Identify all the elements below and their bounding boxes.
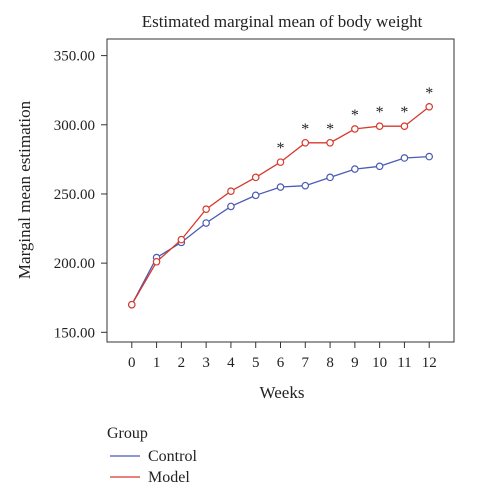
x-tick-label: 11	[397, 355, 411, 371]
data-point-model	[202, 205, 210, 213]
y-tick-label: 250.00	[54, 187, 95, 203]
x-tick-label: 5	[252, 355, 260, 371]
legend-title: Group	[107, 425, 148, 442]
x-tick-label: 2	[178, 355, 186, 371]
x-tick-label: 12	[422, 355, 437, 371]
significance-star: *	[351, 107, 359, 124]
data-point-model	[400, 122, 409, 130]
legend-label-model: Model	[148, 469, 190, 486]
data-point-model	[227, 187, 235, 195]
significance-star: *	[301, 121, 309, 138]
legend-label-control: Control	[148, 448, 197, 465]
x-tick-label: 0	[128, 355, 136, 371]
significance-star: *	[326, 121, 334, 138]
data-point-model	[152, 257, 161, 266]
data-point-model	[276, 158, 285, 166]
series-line-model	[131, 106, 430, 305]
y-axis: 150.00 200.00 250.00 300.00 350.00	[54, 49, 107, 341]
data-point-control	[202, 219, 210, 227]
data-point-model	[177, 235, 186, 244]
y-tick-label: 150.00	[54, 325, 95, 341]
series-layer	[127, 102, 434, 309]
significance-markers: * * * * * * *	[277, 85, 434, 157]
x-axis-label: Weeks	[260, 383, 305, 402]
x-tick-label: 4	[227, 355, 235, 371]
data-point-control	[276, 183, 285, 191]
data-point-model	[351, 125, 359, 133]
data-point-control	[400, 154, 409, 162]
data-point-model	[301, 138, 310, 147]
chart-title: Estimated marginal mean of body weight	[142, 12, 423, 31]
x-axis: 0 1 2 3 4 5 6 7 8 9 10 11 12	[128, 342, 437, 371]
data-point-model	[326, 138, 334, 147]
x-tick-label: 6	[277, 355, 285, 371]
legend: Group Control Model	[107, 425, 197, 486]
data-point-control	[251, 191, 260, 200]
significance-star: *	[376, 104, 384, 121]
y-axis-label: Marginal mean estimation	[15, 100, 34, 279]
y-tick-label: 350.00	[54, 49, 95, 65]
data-point-control	[301, 181, 310, 190]
x-tick-label: 7	[302, 355, 310, 371]
series-line-control	[131, 155, 430, 305]
x-tick-label: 3	[202, 355, 210, 371]
x-tick-label: 1	[153, 355, 161, 371]
significance-star: *	[400, 104, 408, 121]
data-point-control	[375, 162, 384, 171]
data-point-control	[351, 165, 359, 173]
significance-star: *	[425, 85, 433, 102]
x-tick-label: 8	[326, 355, 334, 371]
x-tick-label: 10	[372, 355, 387, 371]
data-point-control	[326, 173, 334, 182]
legend-items: Control Model	[110, 448, 197, 486]
data-point-model	[251, 173, 260, 182]
data-point-model	[127, 300, 136, 309]
data-point-control	[425, 152, 434, 161]
data-point-control	[227, 202, 235, 211]
x-tick-label: 9	[351, 355, 359, 371]
y-tick-label: 300.00	[54, 118, 95, 134]
y-tick-label: 200.00	[54, 256, 95, 272]
data-point-model	[375, 122, 384, 130]
data-point-model	[425, 102, 434, 111]
significance-star: *	[277, 140, 285, 157]
